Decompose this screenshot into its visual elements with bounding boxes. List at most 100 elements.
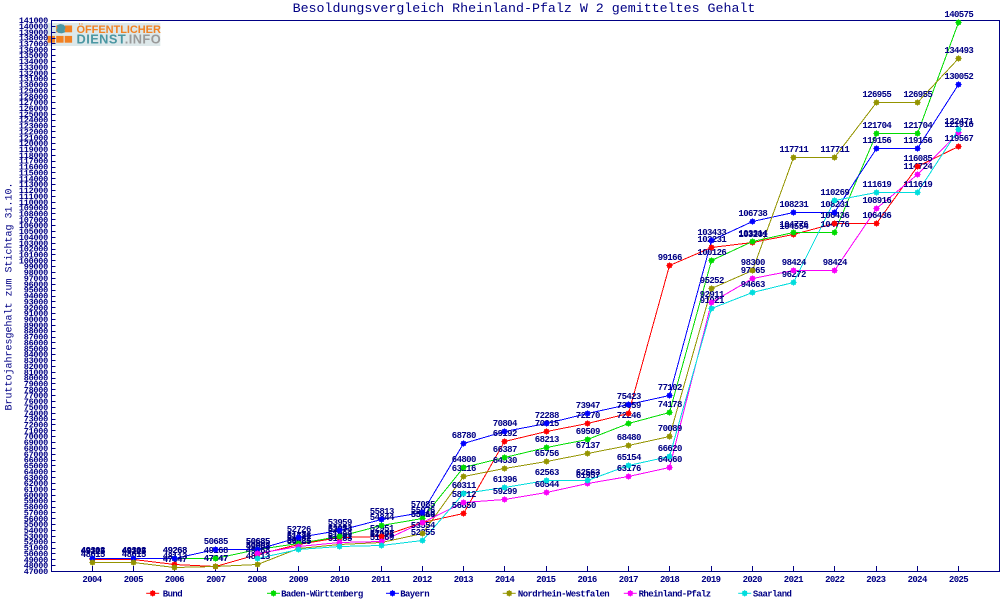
- svg-text:106738: 106738: [738, 209, 767, 219]
- svg-text:120000: 120000: [19, 139, 48, 149]
- svg-text:76000: 76000: [24, 397, 48, 407]
- svg-text:2013: 2013: [454, 575, 473, 585]
- svg-text:108916: 108916: [862, 196, 891, 206]
- svg-text:56850: 56850: [452, 501, 476, 511]
- svg-text:53959: 53959: [328, 518, 352, 528]
- svg-text:86000: 86000: [24, 338, 48, 348]
- svg-text:2016: 2016: [577, 575, 596, 585]
- svg-text:62563: 62563: [576, 468, 600, 478]
- svg-text:119567: 119567: [944, 134, 973, 144]
- svg-text:105000: 105000: [19, 227, 48, 237]
- svg-text:103314: 103314: [738, 229, 768, 239]
- svg-text:66387: 66387: [493, 445, 517, 455]
- svg-text:101000: 101000: [19, 251, 48, 261]
- svg-text:115000: 115000: [19, 168, 48, 178]
- svg-text:106000: 106000: [19, 221, 48, 231]
- svg-text:136000: 136000: [19, 45, 48, 55]
- svg-text:2010: 2010: [330, 575, 349, 585]
- svg-text:68480: 68480: [617, 433, 641, 443]
- svg-text:64660: 64660: [658, 455, 682, 465]
- svg-text:49303: 49303: [81, 546, 105, 556]
- svg-text:50685: 50685: [246, 537, 270, 547]
- svg-text:96272: 96272: [782, 270, 806, 280]
- svg-text:52951: 52951: [370, 524, 395, 534]
- svg-text:73000: 73000: [24, 415, 48, 425]
- svg-text:133000: 133000: [19, 63, 48, 73]
- svg-text:140000: 140000: [19, 22, 48, 32]
- svg-text:64000: 64000: [24, 467, 48, 477]
- svg-text:2005: 2005: [124, 575, 143, 585]
- svg-text:49303: 49303: [122, 546, 146, 556]
- svg-text:111619: 111619: [862, 180, 891, 190]
- svg-text:63176: 63176: [617, 464, 641, 474]
- svg-text:77102: 77102: [658, 383, 682, 393]
- svg-text:126955: 126955: [862, 90, 891, 100]
- svg-text:59000: 59000: [24, 497, 48, 507]
- svg-text:98424: 98424: [782, 258, 807, 268]
- svg-text:111619: 111619: [903, 180, 932, 190]
- svg-text:95000: 95000: [24, 286, 48, 296]
- svg-text:Besoldungsvergleich Rheinland-: Besoldungsvergleich Rheinland-Pfalz W 2 …: [293, 1, 756, 16]
- svg-text:121704: 121704: [862, 121, 892, 131]
- svg-text:65000: 65000: [24, 462, 48, 472]
- svg-text:92000: 92000: [24, 303, 48, 313]
- svg-text:79000: 79000: [24, 379, 48, 389]
- svg-text:2009: 2009: [289, 575, 308, 585]
- svg-text:140575: 140575: [944, 10, 973, 20]
- svg-text:2021: 2021: [784, 575, 804, 585]
- svg-text:99000: 99000: [24, 262, 48, 272]
- svg-text:116085: 116085: [903, 154, 932, 164]
- svg-text:61396: 61396: [493, 475, 517, 485]
- svg-text:137000: 137000: [19, 40, 48, 50]
- svg-text:50003: 50003: [246, 541, 270, 551]
- svg-text:62000: 62000: [24, 479, 48, 489]
- svg-text:109000: 109000: [19, 204, 48, 214]
- svg-text:94663: 94663: [741, 280, 765, 290]
- svg-text:64800: 64800: [452, 455, 476, 465]
- svg-text:2024: 2024: [908, 575, 928, 585]
- svg-text:125000: 125000: [19, 110, 48, 120]
- svg-text:49115: 49115: [81, 547, 105, 557]
- svg-text:91000: 91000: [24, 309, 48, 319]
- svg-text:2018: 2018: [660, 575, 679, 585]
- svg-text:72288: 72288: [535, 411, 559, 421]
- svg-text:2006: 2006: [165, 575, 184, 585]
- svg-text:49268: 49268: [163, 546, 187, 556]
- svg-text:103201: 103201: [738, 230, 768, 240]
- svg-text:98300: 98300: [741, 258, 765, 268]
- svg-text:Rheinland-Pfalz: Rheinland-Pfalz: [639, 590, 711, 600]
- svg-text:69509: 69509: [576, 427, 600, 437]
- svg-text:ÖFFENTLICHER: ÖFFENTLICHER: [77, 23, 161, 36]
- svg-text:134000: 134000: [19, 57, 48, 67]
- svg-text:100126: 100126: [697, 248, 726, 258]
- svg-text:78000: 78000: [24, 385, 48, 395]
- svg-text:88000: 88000: [24, 327, 48, 337]
- svg-text:48615: 48615: [122, 550, 146, 560]
- svg-text:102000: 102000: [19, 245, 48, 255]
- svg-text:122471: 122471: [944, 117, 974, 127]
- svg-text:54000: 54000: [24, 526, 48, 536]
- svg-text:108231: 108231: [779, 200, 809, 210]
- svg-text:95252: 95252: [700, 276, 724, 286]
- svg-text:49000: 49000: [24, 555, 48, 565]
- svg-text:119156: 119156: [862, 136, 891, 146]
- svg-text:2020: 2020: [743, 575, 762, 585]
- svg-text:108231: 108231: [820, 200, 850, 210]
- svg-text:112000: 112000: [19, 186, 48, 196]
- svg-text:48000: 48000: [24, 561, 48, 571]
- svg-text:70089: 70089: [658, 424, 682, 434]
- svg-text:74000: 74000: [24, 409, 48, 419]
- svg-text:107000: 107000: [19, 215, 48, 225]
- svg-text:128000: 128000: [19, 92, 48, 102]
- svg-text:53000: 53000: [24, 532, 48, 542]
- svg-text:77000: 77000: [24, 391, 48, 401]
- svg-text:103000: 103000: [19, 239, 48, 249]
- svg-text:47000: 47000: [24, 567, 48, 577]
- svg-text:57000: 57000: [24, 508, 48, 518]
- svg-text:132000: 132000: [19, 69, 48, 79]
- svg-text:114000: 114000: [19, 174, 48, 184]
- svg-text:67137: 67137: [576, 441, 600, 451]
- svg-text:87000: 87000: [24, 333, 48, 343]
- svg-text:131000: 131000: [19, 75, 48, 85]
- svg-text:60311: 60311: [452, 481, 477, 491]
